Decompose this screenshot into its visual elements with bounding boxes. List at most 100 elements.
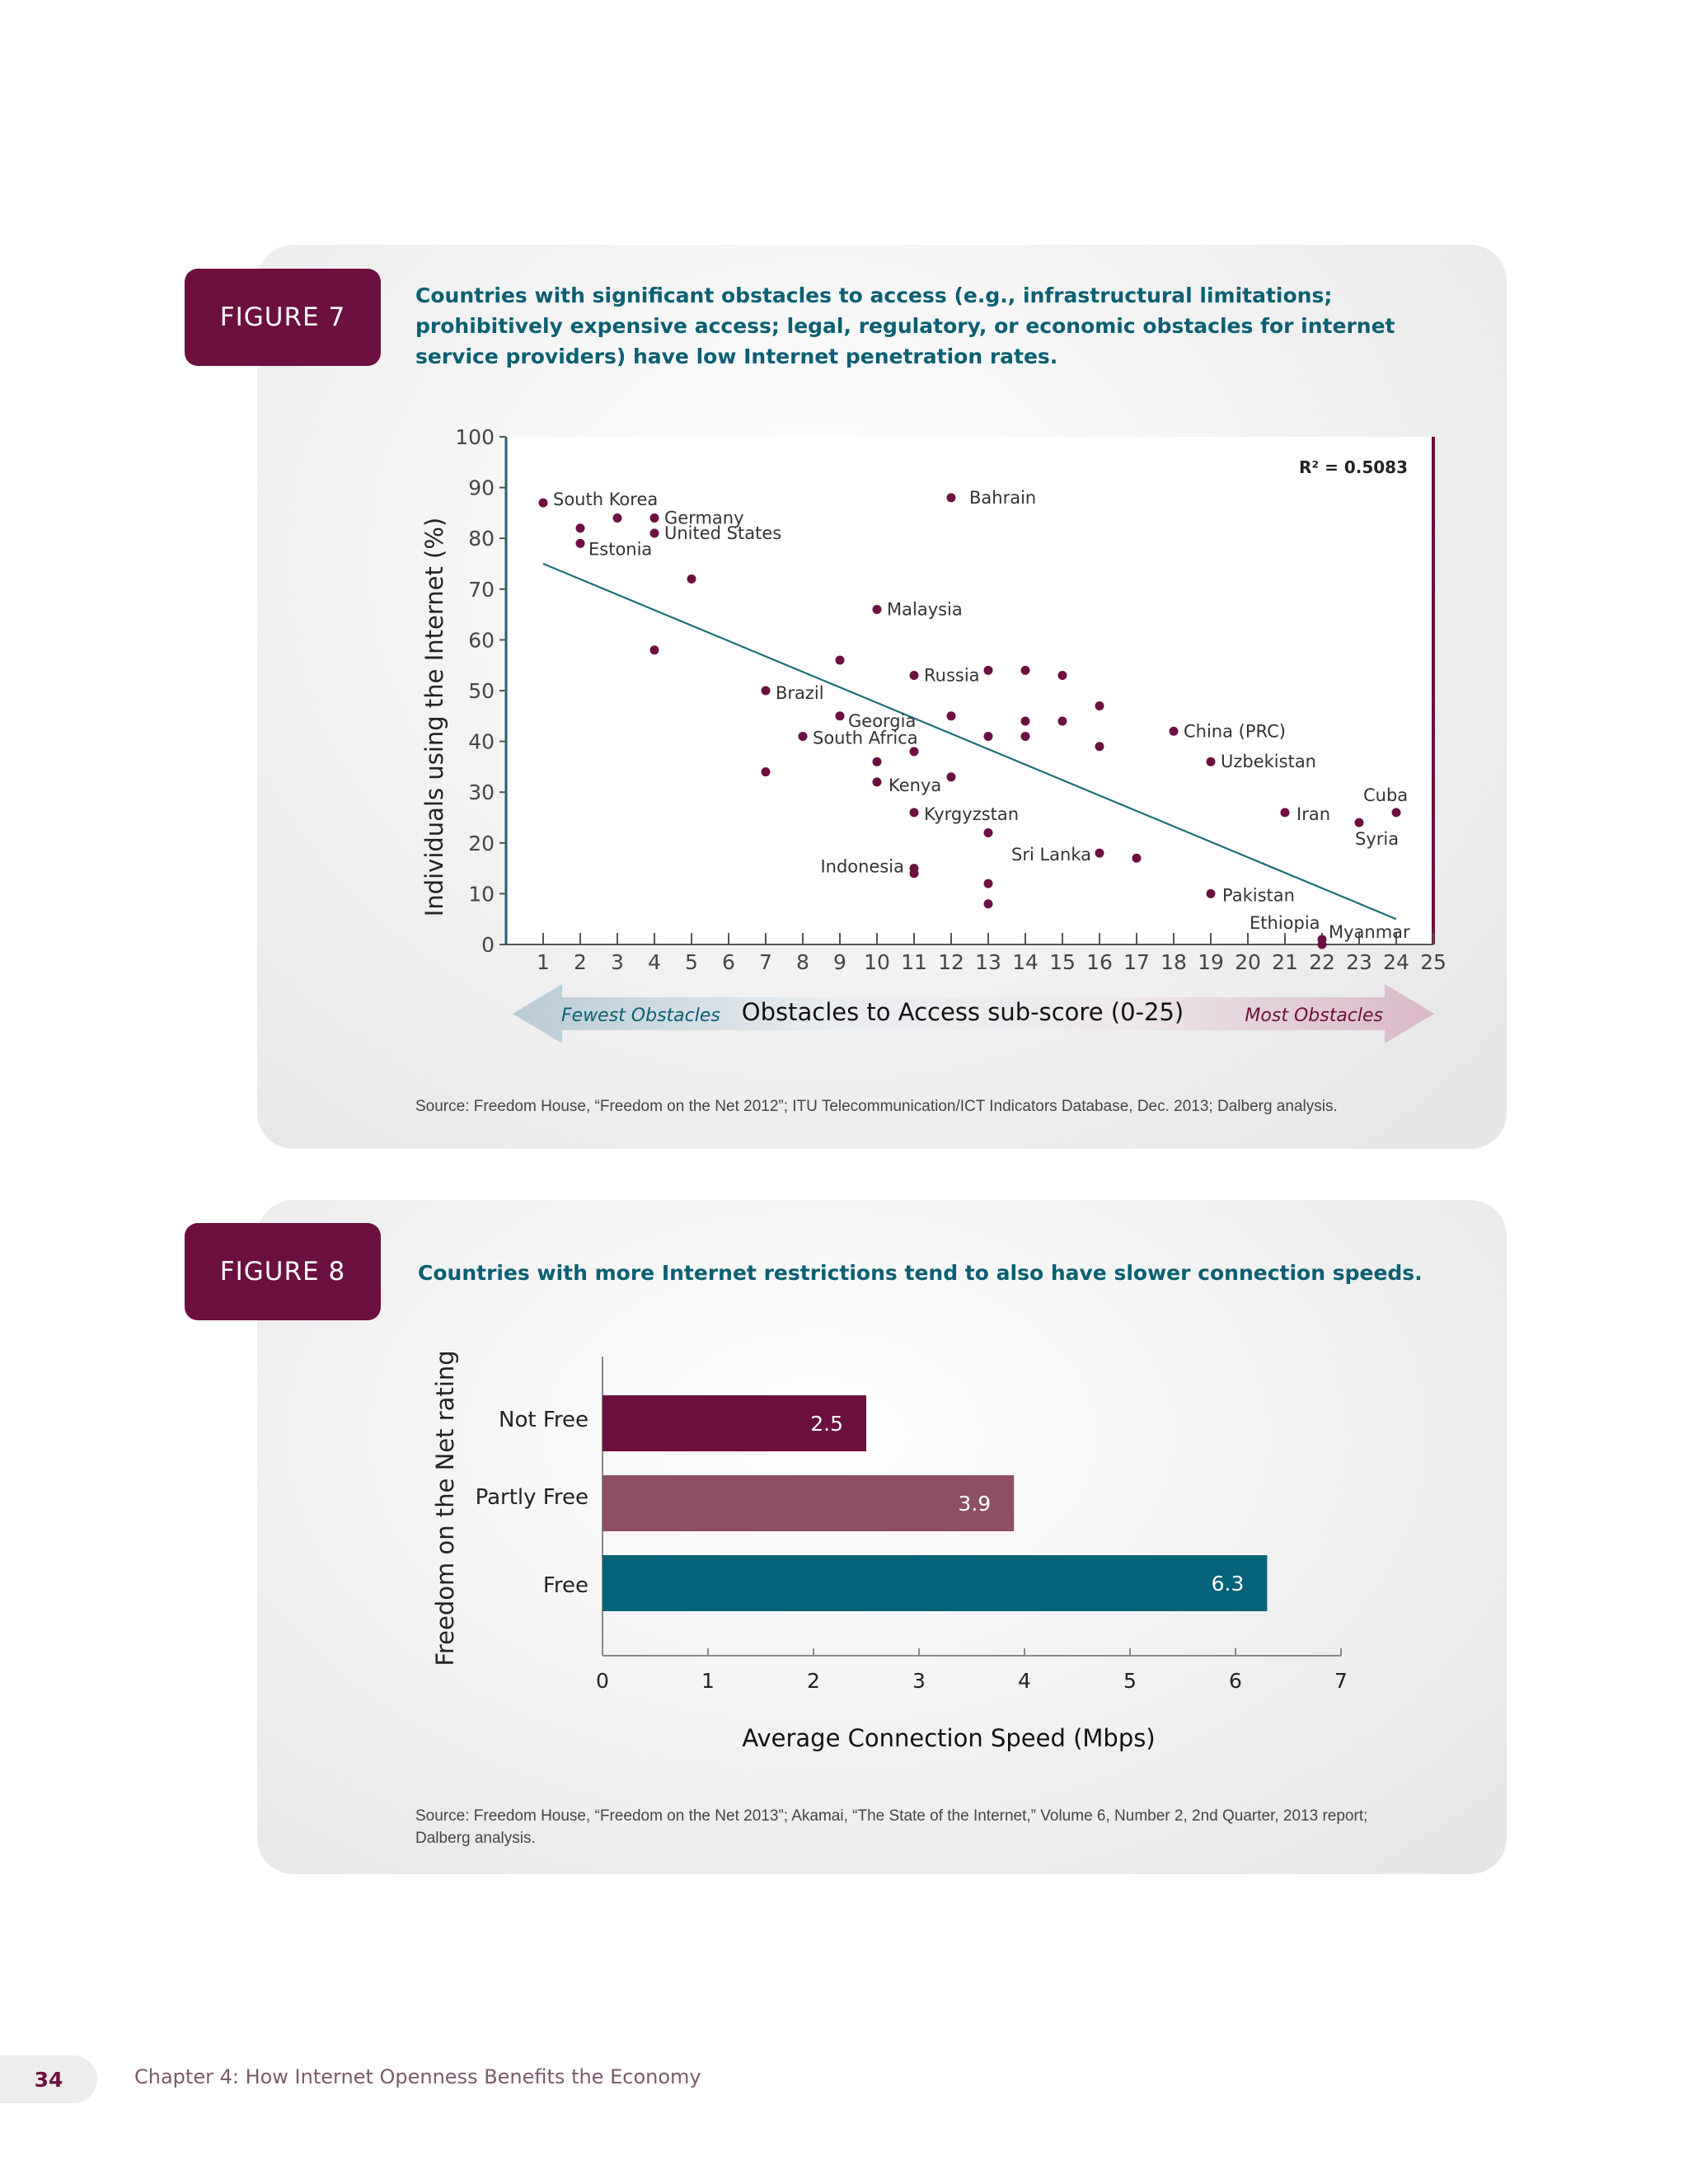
x-tick-label: 12 — [938, 950, 964, 974]
x-tick-label: 20 — [1235, 950, 1261, 974]
point-label: Bahrain — [969, 488, 1036, 508]
bar-category-label: Free — [543, 1573, 588, 1598]
scatter-point — [1391, 808, 1401, 818]
x-tick-label: 22 — [1309, 950, 1335, 974]
bar-value-label: 6.3 — [1212, 1572, 1245, 1596]
scatter-point — [1095, 848, 1104, 858]
figure-8-source: Source: Freedom House, “Freedom on the N… — [415, 1807, 1368, 1847]
bar-x-tick-label: 7 — [1334, 1669, 1348, 1693]
scatter-point — [835, 711, 845, 721]
scatter-point — [687, 574, 696, 583]
x-tick-label: 3 — [611, 950, 624, 974]
bar-free — [603, 1555, 1268, 1611]
x-tick-label: 18 — [1160, 950, 1187, 974]
point-label: Brazil — [776, 683, 824, 703]
page-number: 34 — [0, 2055, 97, 2103]
x-tick-label: 19 — [1198, 950, 1224, 974]
scatter-point — [909, 747, 919, 757]
bar-category-label: Partly Free — [476, 1485, 588, 1510]
point-label: Germany — [664, 509, 744, 528]
x-tick-label: 8 — [796, 950, 809, 974]
point-label: Iran — [1296, 804, 1330, 824]
x-tick-label: 10 — [864, 950, 890, 974]
scatter-point — [909, 869, 919, 879]
y-tick-label: 20 — [468, 832, 495, 855]
scatter-point — [983, 879, 993, 888]
point-label: Estonia — [588, 539, 652, 559]
scatter-point — [761, 686, 771, 696]
y-tick-label: 100 — [455, 425, 495, 449]
scatter-point — [612, 513, 622, 523]
point-label: China (PRC) — [1184, 721, 1286, 741]
x-tick-label: 25 — [1420, 950, 1447, 974]
x-tick-label: 24 — [1383, 950, 1409, 974]
bar-y-axis-label: Freedom on the Net rating — [431, 1350, 459, 1666]
scatter-point — [649, 645, 659, 655]
scatter-point — [983, 899, 993, 909]
point-label: Malaysia — [887, 599, 963, 619]
scatter-point — [575, 538, 585, 548]
bar-value-label: 2.5 — [810, 1412, 843, 1436]
scatter-point — [909, 671, 919, 681]
scatter-point — [909, 808, 919, 818]
point-label: South Africa — [813, 728, 918, 748]
x-tick-label: 17 — [1123, 950, 1150, 974]
point-label: Uzbekistan — [1221, 752, 1316, 771]
scatter-point — [1280, 808, 1290, 818]
point-label: Sri Lanka — [1011, 845, 1091, 865]
scatter-point — [1020, 716, 1030, 726]
bar-x-axis-label: Average Connection Speed (Mbps) — [742, 1724, 1155, 1752]
x-tick-label: 2 — [574, 950, 587, 974]
r-squared-annotation: R² = 0.5083 — [1299, 457, 1408, 477]
x-tick-label: 14 — [1012, 950, 1039, 974]
scatter-point — [872, 604, 882, 614]
obstacles-arrow — [513, 984, 1434, 1043]
x-tick-label: 15 — [1049, 950, 1076, 974]
figure-7-caption: Countries with significant obstacles to … — [415, 284, 1395, 368]
trend-line — [542, 562, 1397, 921]
x-tick-label: 6 — [722, 950, 735, 974]
figure-8-panel — [257, 1200, 1507, 1874]
most-obstacles-label: Most Obstacles — [1245, 1005, 1383, 1026]
point-label: Georgia — [848, 711, 916, 731]
bar-not-free — [603, 1395, 866, 1451]
y-tick-label: 40 — [468, 730, 495, 754]
scatter-point — [798, 731, 808, 741]
scatter-point — [835, 655, 845, 665]
point-label: South Korea — [553, 490, 658, 509]
bar-value-label: 3.9 — [958, 1492, 991, 1516]
scatter-point — [946, 711, 956, 721]
figure-7-source: Source: Freedom House, “Freedom on the N… — [415, 1098, 1338, 1115]
point-label: United States — [664, 523, 781, 543]
point-label: Kyrgyzstan — [924, 804, 1019, 824]
bar-partly-free — [603, 1475, 1015, 1531]
x-tick-label: 11 — [901, 950, 927, 974]
point-label: Pakistan — [1222, 885, 1295, 905]
bar-x-tick-label: 0 — [596, 1669, 609, 1693]
scatter-y-axis-label: Individuals using the Internet (%) — [420, 518, 448, 916]
y-tick-label: 60 — [468, 628, 495, 652]
y-tick-label: 80 — [468, 527, 495, 551]
x-tick-label: 9 — [833, 950, 846, 974]
x-tick-label: 4 — [648, 950, 661, 974]
scatter-point — [983, 827, 993, 837]
scatter-point — [1206, 757, 1216, 766]
x-tick-label: 13 — [975, 950, 1001, 974]
y-tick-label: 30 — [468, 780, 495, 804]
figure-7-badge: FIGURE 7 — [185, 269, 381, 366]
y-tick-label: 0 — [481, 933, 495, 957]
scatter-point — [872, 757, 882, 766]
bar-x-tick-label: 5 — [1123, 1669, 1137, 1693]
point-label: Cuba — [1363, 785, 1408, 805]
bar-x-tick-label: 1 — [701, 1669, 715, 1693]
y-tick-label: 10 — [468, 882, 495, 906]
scatter-point — [1095, 701, 1104, 710]
scatter-point — [983, 665, 993, 675]
scatter-point — [1169, 726, 1179, 736]
scatter-point — [1020, 731, 1030, 741]
x-tick-label: 21 — [1272, 950, 1298, 974]
bar-x-tick-label: 6 — [1229, 1669, 1242, 1693]
figure-8-caption: Countries with more Internet restriction… — [418, 1261, 1423, 1285]
x-tick-label: 23 — [1346, 950, 1372, 974]
point-label: Ethiopia — [1250, 913, 1320, 933]
